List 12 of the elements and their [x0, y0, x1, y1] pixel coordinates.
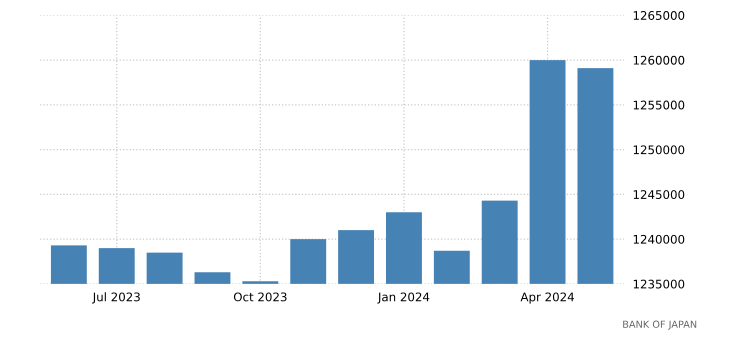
- text: BANK OF JAPAN: [623, 320, 696, 330]
- x-tick-label: Oct 2023: [234, 292, 287, 302]
- y-tick-label: 1250000: [634, 145, 684, 154]
- x-tick-label: Jul 2023: [92, 292, 140, 304]
- y-tick-label: 1235000: [634, 280, 684, 289]
- y-tick-label: 1260000: [634, 56, 684, 65]
- y-tick-label: 1265000: [634, 11, 684, 20]
- x-tick-label: Apr 2024: [520, 292, 574, 304]
- y-tick-label: 1245000: [634, 190, 684, 200]
- y-tick-label: 1240000: [634, 234, 684, 244]
- y-tick-label: 1255000: [634, 100, 684, 110]
- x-tick-label: Jan 2024: [377, 292, 430, 304]
